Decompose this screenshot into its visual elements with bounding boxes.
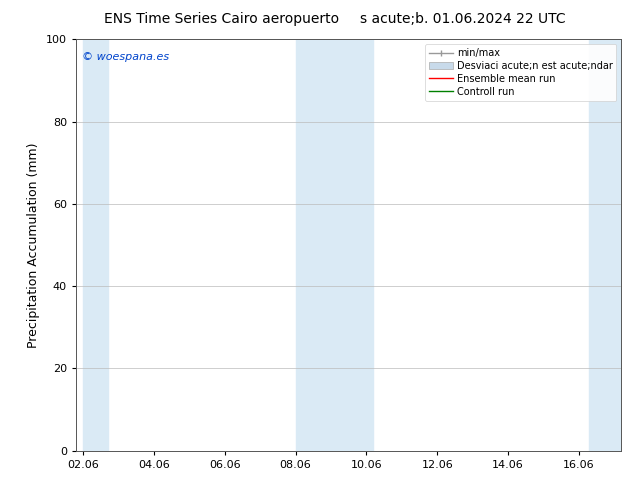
Bar <box>295 39 373 451</box>
Text: © woespana.es: © woespana.es <box>82 51 169 62</box>
Y-axis label: Precipitation Accumulation (mm): Precipitation Accumulation (mm) <box>27 142 41 348</box>
Text: s acute;b. 01.06.2024 22 UTC: s acute;b. 01.06.2024 22 UTC <box>360 12 566 26</box>
Bar <box>590 39 621 451</box>
Legend: min/max, Desviaci acute;n est acute;ndar, Ensemble mean run, Controll run: min/max, Desviaci acute;n est acute;ndar… <box>425 44 616 100</box>
Text: ENS Time Series Cairo aeropuerto: ENS Time Series Cairo aeropuerto <box>105 12 339 26</box>
Bar <box>83 39 108 451</box>
